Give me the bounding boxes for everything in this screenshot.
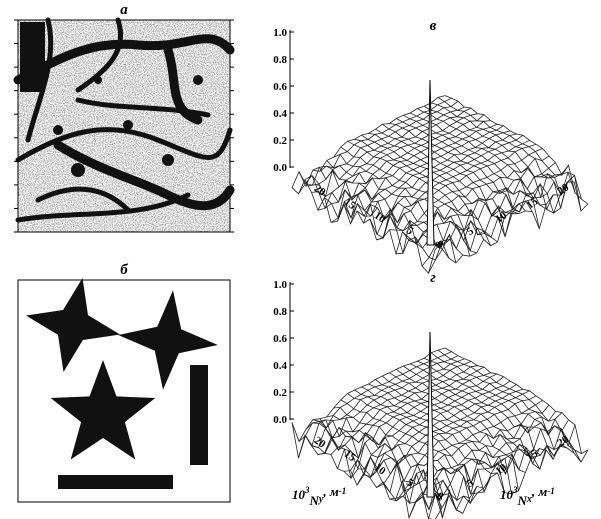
mesh-line	[429, 440, 582, 519]
axis-label-part: -1	[547, 486, 555, 496]
axis-label-part: N	[517, 493, 528, 508]
bar-shape	[190, 365, 208, 465]
mesh-line	[355, 390, 498, 474]
ny-tick-label: 20	[312, 434, 328, 450]
axis-label-part: -1	[339, 486, 347, 496]
blob	[53, 125, 63, 135]
dark-region	[20, 22, 45, 92]
axis-label-part: , м	[322, 484, 339, 499]
mesh-line	[390, 149, 543, 231]
z-tick-label: 0.6	[273, 81, 287, 93]
blob	[123, 120, 133, 130]
axis-label: 103Ny, м-1	[292, 484, 346, 508]
panel-label: б	[120, 262, 128, 278]
test-image	[18, 278, 230, 502]
mesh-line	[424, 106, 567, 208]
mesh-line	[382, 376, 525, 473]
mesh-line	[351, 377, 504, 471]
figure: а0.00.20.40.60.81.02015105005101520вб0.0…	[0, 0, 601, 519]
z-tick-label: 0.4	[273, 108, 287, 120]
z-tick-label: 1.0	[273, 279, 287, 291]
z-tick-label: 0.8	[273, 54, 287, 66]
panel-label: г	[430, 270, 436, 286]
z-tick-label: 0.4	[273, 360, 287, 372]
mesh-line	[325, 366, 478, 454]
z-tick-label: 1.0	[273, 27, 287, 39]
z-tick-label: 0.0	[273, 414, 287, 426]
blob	[162, 154, 174, 166]
bar-shape	[58, 475, 173, 489]
z-tick-label: 0.0	[273, 162, 287, 174]
axis-label-part: N	[309, 493, 320, 508]
blob	[94, 76, 102, 84]
blob	[71, 163, 85, 177]
mesh-line	[292, 96, 445, 188]
nx-tick-label: 20	[555, 433, 571, 449]
blob	[193, 75, 203, 85]
z-tick-label: 0.2	[273, 387, 287, 399]
axis-label-part: 10	[292, 487, 306, 502]
z-tick-label: 0.6	[273, 333, 287, 345]
mesh-line	[292, 348, 445, 441]
panel-label: в	[430, 18, 437, 34]
panel-label: а	[120, 2, 128, 18]
axis-label: 103Nx, м-1	[500, 484, 555, 508]
axis-label-part: , м	[531, 484, 548, 499]
axis-label-part: 10	[500, 487, 514, 502]
micrograph	[14, 20, 234, 232]
central-peak	[427, 332, 434, 497]
z-tick-label: 0.8	[273, 306, 287, 318]
z-tick-label: 0.2	[273, 135, 287, 147]
